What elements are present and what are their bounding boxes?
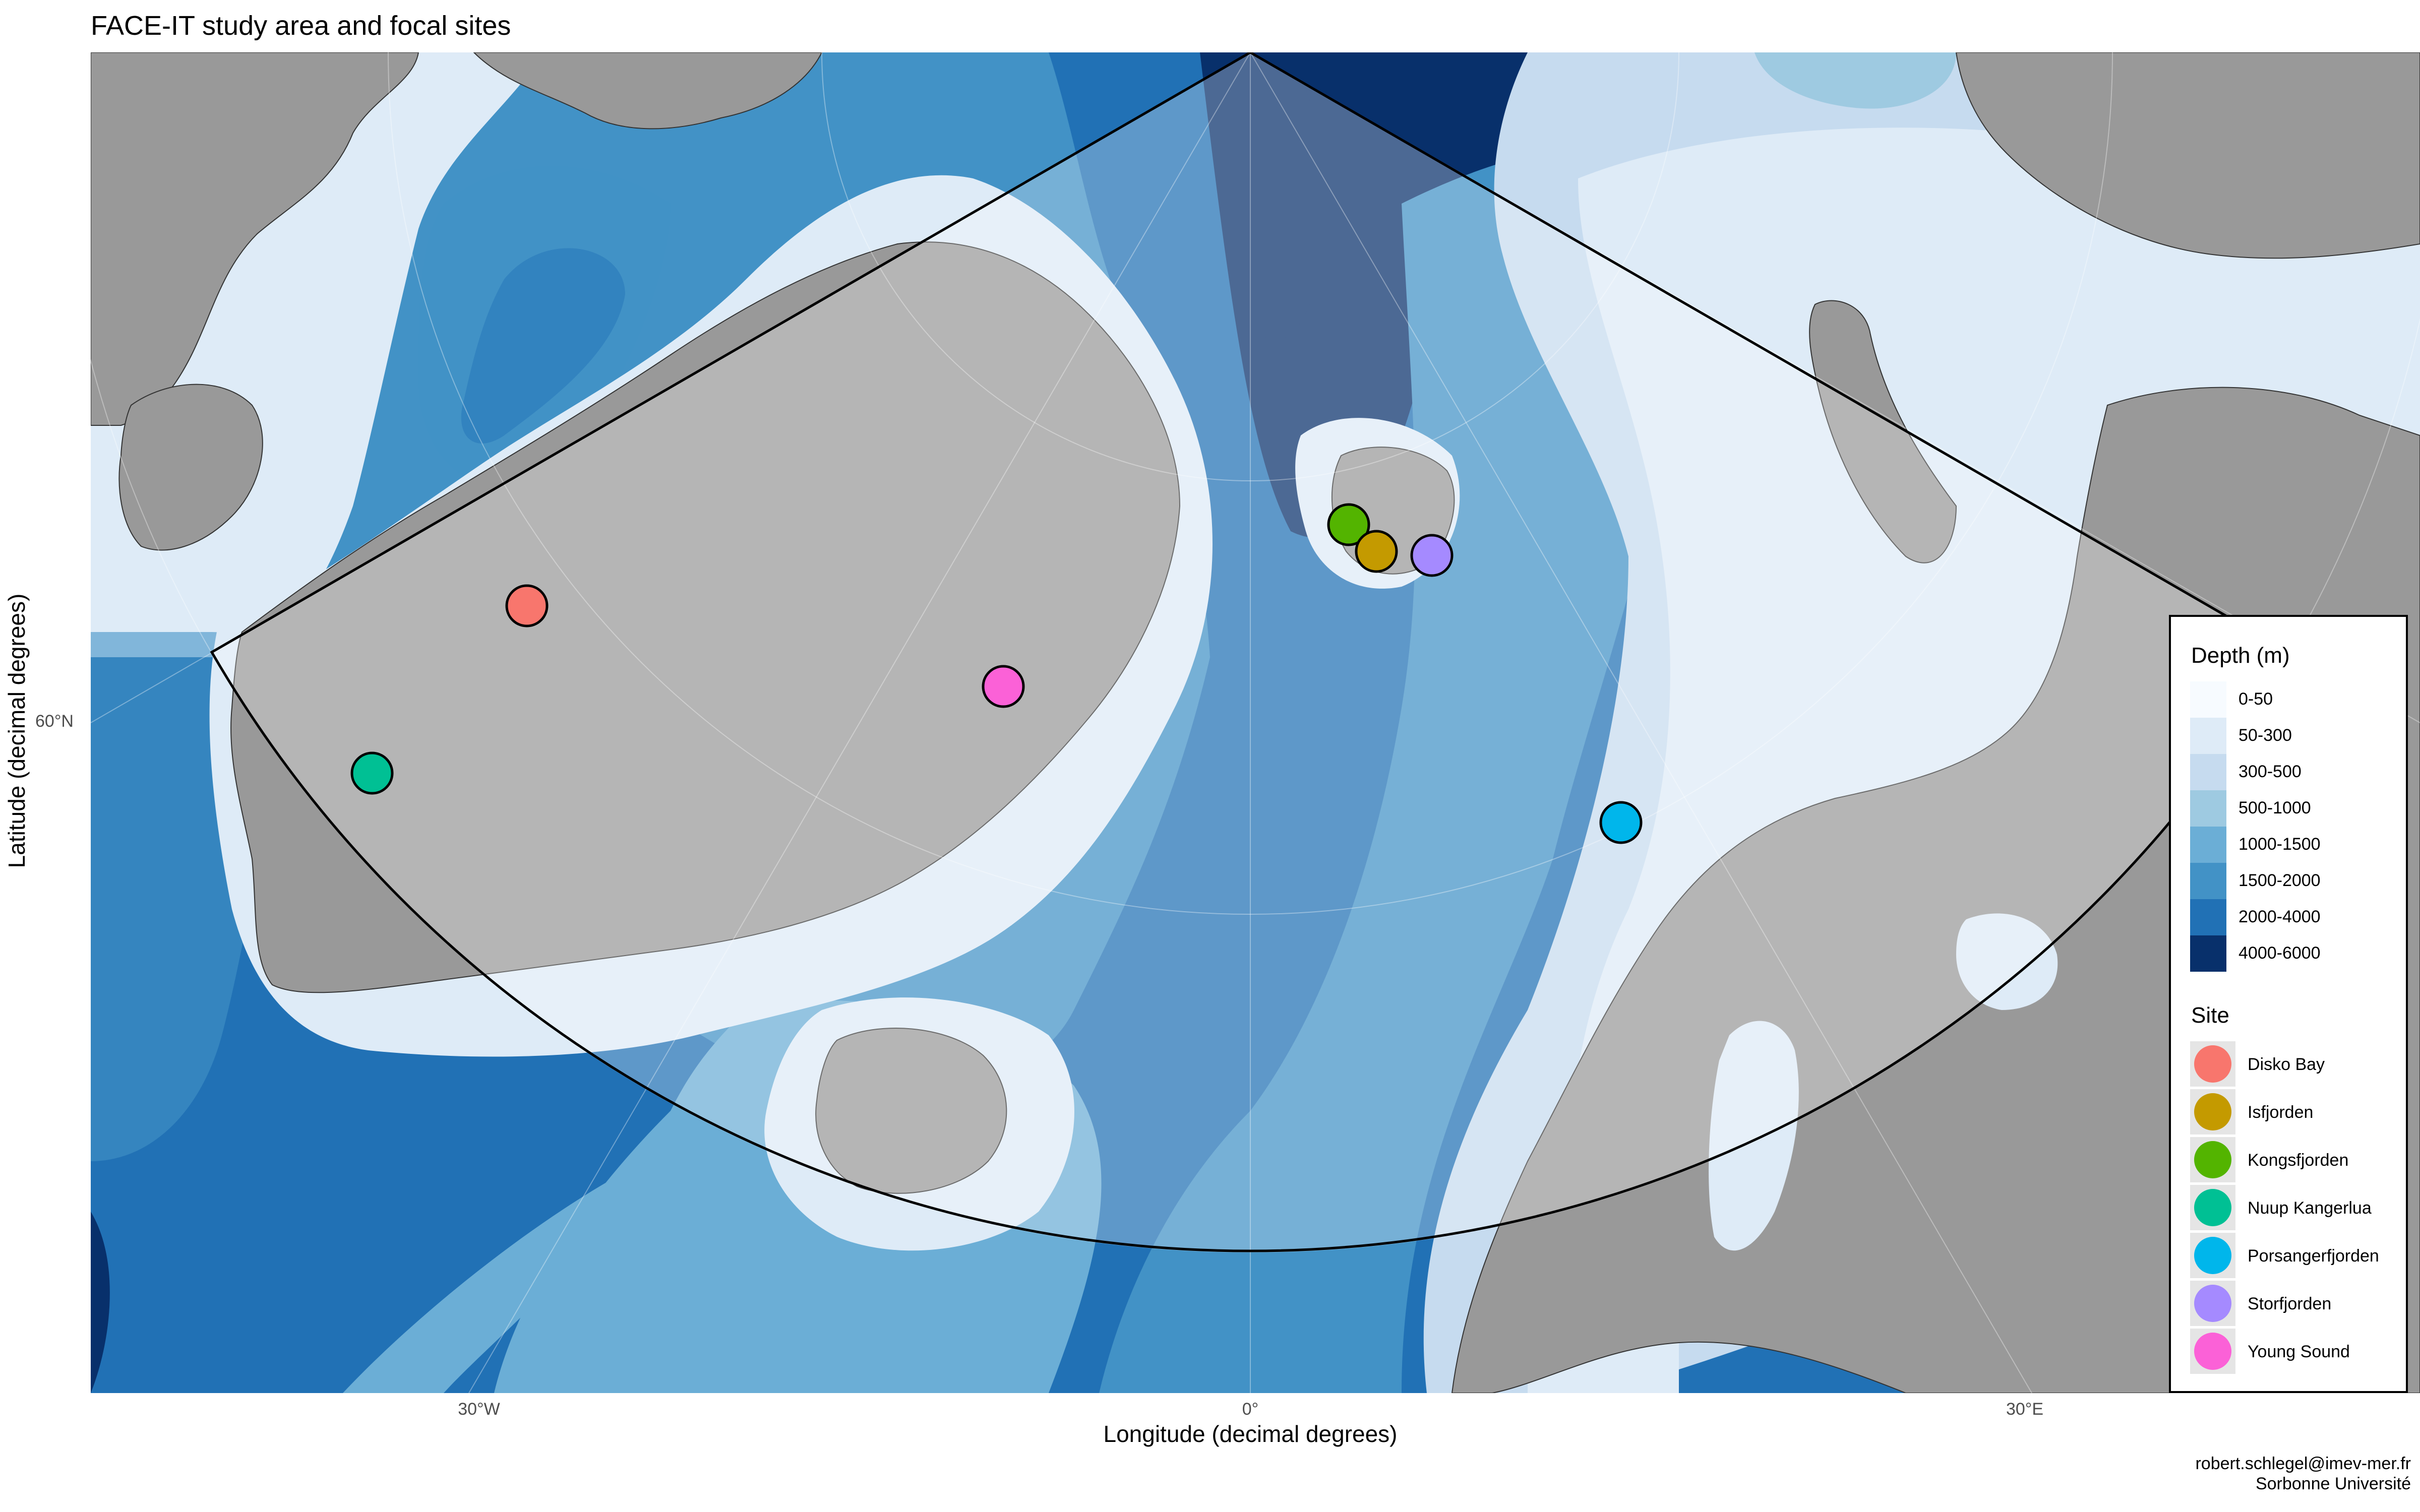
deep-trough: [1256, 52, 1327, 340]
site-dot: [2194, 1285, 2231, 1322]
depth-swatch: [2190, 718, 2226, 754]
site-dot: [2194, 1141, 2231, 1178]
white-sea: [1956, 913, 2058, 1010]
site-dot: [2194, 1189, 2231, 1226]
depth-swatch: [2190, 754, 2226, 790]
site-label: Young Sound: [2248, 1342, 2350, 1361]
site-marker-nuup-kangerlua[interactable]: [350, 751, 394, 795]
depth-label: 50-300: [2238, 726, 2292, 745]
site-key: [2190, 1329, 2235, 1374]
bathymetry-map: [91, 52, 2420, 1393]
y-tick-label: 60°N: [35, 712, 74, 731]
land-greenland: [230, 241, 1181, 993]
deep-basin-sw: [91, 1212, 110, 1393]
x-tick-label: 30°W: [458, 1400, 500, 1419]
x-tick-label: 0°: [1242, 1400, 1259, 1419]
land-ellesmere: [473, 52, 823, 130]
site-marker-young-sound[interactable]: [982, 665, 1025, 708]
gulf-of-bothnia: [1709, 1021, 1799, 1251]
depth-label: 0-50: [2238, 689, 2273, 709]
depth-swatch: [2190, 935, 2226, 972]
site-markers: [350, 503, 1643, 844]
legend: Depth (m) 0-50 50-300 300-500 500-1000 1…: [2169, 615, 2408, 1393]
site-dot: [2194, 1333, 2231, 1370]
depth-label: 300-500: [2238, 762, 2302, 781]
depth-swatch: [2190, 827, 2226, 863]
map-panel: [91, 52, 2420, 1393]
y-axis-label: Latitude (decimal degrees): [4, 593, 30, 868]
site-key: [2190, 1089, 2235, 1135]
shelf-break-north: [1754, 52, 1956, 109]
depth-label: 1000-1500: [2238, 835, 2321, 854]
land-russia-north: [1955, 52, 2420, 259]
depth-label: 500-1000: [2238, 798, 2311, 817]
site-label: Isfjorden: [2248, 1103, 2314, 1122]
x-tick-label: 30°E: [2006, 1400, 2044, 1419]
depth-swatch: [2190, 863, 2226, 899]
x-axis-label: Longitude (decimal degrees): [1103, 1421, 1398, 1447]
site-marker-disko-bay[interactable]: [505, 584, 549, 627]
caption-email: robert.schlegel@imev-mer.fr: [2195, 1454, 2411, 1473]
site-label: Nuup Kangerlua: [2248, 1199, 2372, 1218]
caption-affiliation: Sorbonne Université: [2255, 1474, 2411, 1493]
depth-label: 1500-2000: [2238, 871, 2321, 890]
site-marker-storfjorden[interactable]: [1410, 534, 1454, 577]
site-key: [2190, 1041, 2235, 1087]
depth-swatch: [2190, 681, 2226, 718]
site-marker-isfjorden[interactable]: [1355, 530, 1398, 573]
site-key: [2190, 1281, 2235, 1326]
study-area-polygon: [210, 52, 2291, 1252]
site-label: Kongsfjorden: [2248, 1151, 2349, 1170]
site-dot: [2194, 1045, 2231, 1083]
reykjanes-ridge: [343, 1161, 645, 1393]
site-key: [2190, 1137, 2235, 1182]
depth-swatch: [2190, 899, 2226, 935]
site-label: Storfjorden: [2248, 1294, 2332, 1313]
site-key: [2190, 1233, 2235, 1278]
land-iceland: [815, 1028, 1007, 1194]
depth-swatch: [2190, 790, 2226, 827]
site-label: Porsangerfjorden: [2248, 1246, 2379, 1266]
baffin-slope: [418, 166, 671, 488]
slope-east: [1099, 143, 1704, 1393]
site-legend-title: Site: [2191, 1003, 2229, 1028]
site-marker-porsangerfjorden[interactable]: [1599, 801, 1643, 844]
land-novaya-zemlya: [1809, 300, 1957, 563]
depth-legend-title: Depth (m): [2191, 643, 2290, 668]
site-dot: [2194, 1237, 2231, 1274]
depth-label: 2000-4000: [2238, 907, 2321, 926]
land-baffin: [118, 384, 263, 551]
site-dot: [2194, 1093, 2231, 1130]
site-key: [2190, 1185, 2235, 1230]
depth-label: 4000-6000: [2238, 943, 2321, 963]
site-label: Disko Bay: [2248, 1055, 2325, 1074]
plot-title: FACE-IT study area and focal sites: [91, 11, 511, 41]
site-marker-kongsfjorden[interactable]: [1327, 503, 1370, 546]
caption: robert.schlegel@imev-mer.fr Sorbonne Uni…: [2195, 1454, 2411, 1494]
